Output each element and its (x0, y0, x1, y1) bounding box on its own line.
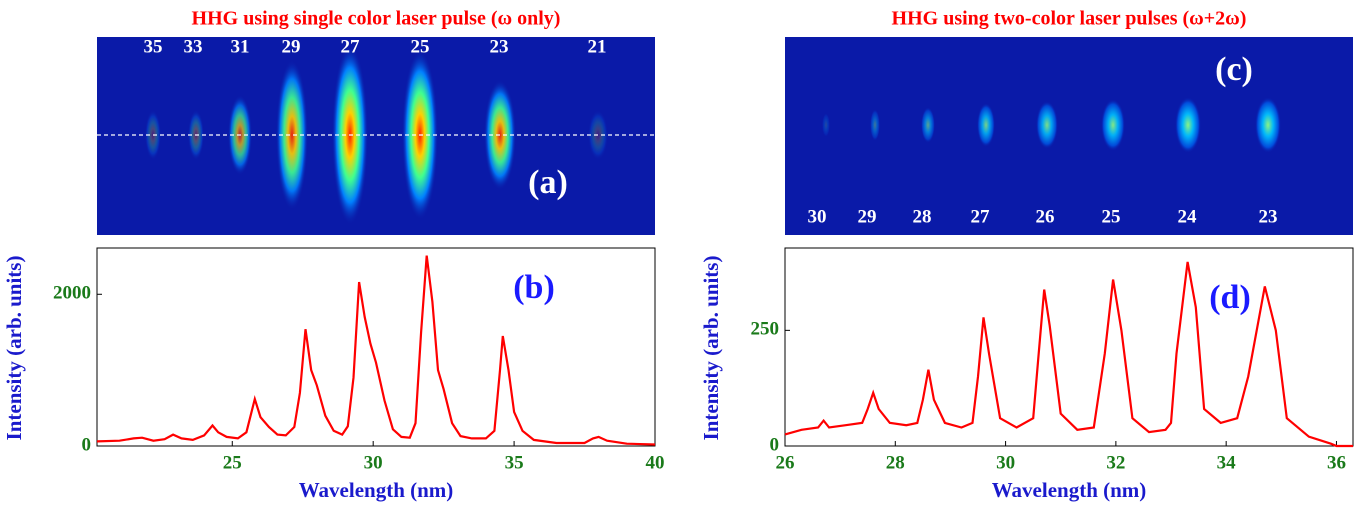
x-tick-label: 34 (1217, 452, 1237, 473)
spectrogram-image (97, 37, 655, 235)
harmonic-order: 35 (144, 36, 163, 57)
harmonic-order: 23 (490, 36, 509, 57)
image-panel-label: (c) (1215, 51, 1253, 88)
x-tick-label: 40 (646, 452, 665, 473)
x-tick-label: 28 (886, 452, 905, 473)
harmonic-spot (870, 109, 880, 141)
harmonic-spot (921, 107, 935, 143)
harmonic-order: 27 (341, 36, 361, 57)
harmonic-order: 27 (971, 206, 991, 227)
harmonic-order: 29 (282, 36, 301, 57)
x-tick-label: 30 (364, 452, 383, 473)
y-tick-label: 2000 (53, 283, 91, 304)
x-axis-label: Wavelength (nm) (299, 478, 454, 502)
panel-label: (b) (513, 269, 555, 306)
x-tick-label: 36 (1327, 452, 1346, 473)
spectrum-line (784, 261, 1353, 448)
harmonic-order: 30 (808, 206, 827, 227)
harmonic-order: 26 (1036, 206, 1055, 227)
harmonic-order: 21 (588, 36, 607, 57)
harmonic-order: 31 (231, 36, 250, 57)
harmonic-order: 33 (184, 36, 203, 57)
harmonic-spot (977, 103, 995, 147)
y-tick-label: 0 (82, 434, 92, 455)
panel-label: (d) (1209, 279, 1251, 316)
y-tick-label: 250 (751, 319, 780, 340)
chart-title: HHG using single color laser pulse (ω on… (192, 8, 561, 30)
plot-frame (96, 247, 656, 447)
harmonic-order: 25 (411, 36, 430, 57)
harmonic-spot (276, 60, 308, 210)
harmonic-order: 28 (913, 206, 932, 227)
x-tick-label: 25 (223, 452, 242, 473)
spectrum-line (96, 255, 656, 446)
y-axis-label: Intensity (arb. units) (699, 256, 723, 441)
harmonic-spot (822, 113, 830, 137)
harmonic-spot (1036, 101, 1058, 149)
x-tick-label: 26 (776, 452, 795, 473)
harmonic-spot (1175, 97, 1201, 153)
x-axis-label: Wavelength (nm) (992, 478, 1147, 502)
x-tick-label: 32 (1106, 452, 1125, 473)
harmonic-spot (1101, 99, 1125, 151)
harmonic-spot (1255, 97, 1281, 153)
harmonic-order: 24 (1178, 206, 1198, 227)
plot-frame (784, 247, 1354, 447)
x-tick-label: 35 (505, 452, 524, 473)
harmonic-order: 23 (1259, 206, 1278, 227)
chart-title: HHG using two-color laser pulses (ω+2ω) (892, 8, 1247, 30)
image-panel-label: (a) (528, 164, 568, 201)
y-tick-label: 0 (770, 434, 780, 455)
harmonic-order: 25 (1102, 206, 1121, 227)
y-axis-label: Intensity (arb. units) (2, 256, 26, 441)
harmonic-order: 29 (858, 206, 877, 227)
x-tick-label: 30 (996, 452, 1015, 473)
